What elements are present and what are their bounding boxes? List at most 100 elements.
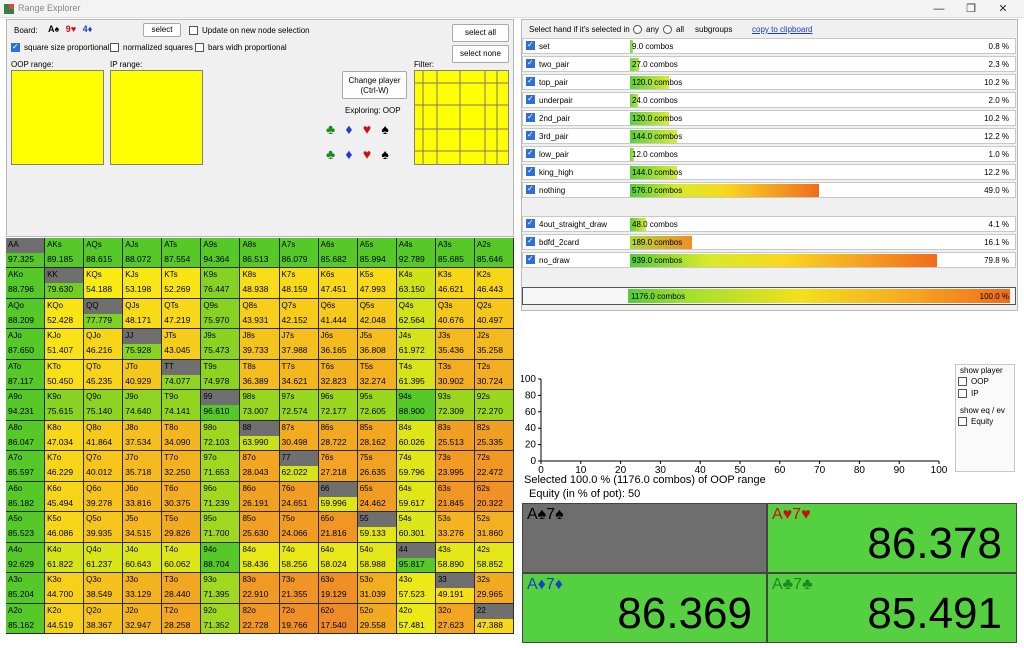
oop-range-box[interactable] [11, 70, 104, 165]
minimize-button[interactable]: — [933, 3, 945, 15]
hand-cell[interactable]: QJo 46.216 [84, 329, 124, 360]
hand-cell[interactable]: T3s 30.902 [435, 359, 475, 391]
hand-cell[interactable]: Q9s 75.970 [201, 298, 241, 330]
heart-icon[interactable]: ♥ [362, 146, 372, 162]
hand-cell[interactable]: K2s 46.443 [474, 268, 514, 299]
hand-cell[interactable]: K5s 47.993 [357, 268, 397, 299]
hand-cell[interactable]: 62o 17.540 [318, 603, 358, 634]
category-checkbox[interactable] [526, 236, 535, 246]
hand-cell[interactable]: T8o 34.090 [162, 420, 202, 452]
hand-cell[interactable]: 65s 24.462 [357, 481, 397, 513]
hand-cell[interactable]: KJs 53.198 [123, 268, 163, 299]
hand-cell[interactable]: 76o 24.651 [279, 481, 319, 513]
hand-cell[interactable]: 87s 30.498 [279, 420, 319, 452]
category-row[interactable]: two_pair 27.0 combos 2.3 % [522, 56, 1016, 72]
hand-cell[interactable]: 32o 27.623 [435, 603, 475, 634]
hand-cell[interactable]: 96o 71.239 [201, 481, 241, 513]
hand-cell[interactable]: T7s 34.621 [279, 359, 319, 391]
hand-cell[interactable]: 44 95.817 [396, 542, 436, 574]
hand-cell[interactable]: 88 63.990 [240, 420, 280, 452]
hand-cell[interactable]: K7o 46.229 [45, 451, 85, 482]
hand-cell[interactable]: 83o 22.910 [240, 573, 280, 604]
hand-cell[interactable]: A5s 85.994 [357, 238, 397, 269]
hand-cell[interactable]: J7o 35.718 [123, 451, 163, 482]
hand-cell[interactable]: AKo 88.796 [6, 268, 46, 299]
combo-box-hearts[interactable]: A♥7♥ 86.378 [767, 503, 1017, 573]
update-checkbox[interactable] [189, 26, 198, 35]
category-row[interactable]: set 9.0 combos 0.8 % [522, 38, 1016, 54]
hand-cell[interactable]: 82s 25.335 [474, 420, 514, 452]
hand-cell[interactable]: K9s 76.447 [201, 268, 241, 299]
hand-cell[interactable]: K3s 46.621 [435, 268, 475, 299]
hand-cell[interactable]: 84o 58.436 [240, 542, 280, 574]
ip-range-box[interactable] [110, 70, 203, 165]
hand-cell[interactable]: KK 79.630 [45, 268, 85, 299]
select-button[interactable]: select [143, 23, 181, 37]
hand-cell[interactable]: J3s 35.436 [435, 329, 475, 360]
category-checkbox[interactable] [526, 40, 535, 50]
hand-cell[interactable]: 32s 29.965 [474, 573, 514, 604]
hand-cell[interactable]: KJo 51.407 [45, 329, 85, 360]
category-row[interactable]: low_pair 12.0 combos 1.0 % [522, 146, 1016, 162]
hand-cell[interactable]: 53s 33.276 [435, 512, 475, 543]
hand-cell[interactable]: 85o 25.630 [240, 512, 280, 543]
hand-cell[interactable]: A2o 85.162 [6, 603, 46, 634]
club-icon[interactable]: ♣ [326, 121, 336, 137]
hand-cell[interactable]: Q5s 42.048 [357, 298, 397, 330]
hand-cell[interactable]: 85s 28.162 [357, 420, 397, 452]
hand-cell[interactable]: K6o 45.494 [45, 481, 85, 513]
hand-cell[interactable]: 92o 71.352 [201, 603, 241, 634]
hand-cell[interactable]: T6s 32.823 [318, 359, 358, 391]
category-row[interactable]: 4out_straight_draw 48.0 combos 4.1 % [522, 216, 1016, 232]
hand-cell[interactable]: 77 62.022 [279, 451, 319, 482]
hand-cell[interactable]: T2s 30.724 [474, 359, 514, 391]
category-checkbox[interactable] [526, 218, 535, 228]
hand-cell[interactable]: J5s 36.808 [357, 329, 397, 360]
hand-cell[interactable]: 94s 88.900 [396, 390, 436, 421]
hand-cell[interactable]: 96s 72.177 [318, 390, 358, 421]
hand-cell[interactable]: 95s 72.605 [357, 390, 397, 421]
hand-cell[interactable]: A7s 86.079 [279, 238, 319, 269]
hand-cell[interactable]: A9o 94.231 [6, 390, 46, 421]
spade-icon[interactable]: ♠ [381, 146, 389, 162]
hand-cell[interactable]: Q6o 39.278 [84, 481, 124, 513]
hand-cell[interactable]: Q4o 61.237 [84, 542, 124, 574]
hand-cell[interactable]: A4o 92.629 [6, 542, 46, 574]
hand-cell[interactable]: AQs 88.615 [84, 238, 124, 269]
category-checkbox[interactable] [526, 112, 535, 122]
hand-cell[interactable]: A8s 86.513 [240, 238, 280, 269]
hand-cell[interactable]: Q7o 40.012 [84, 451, 124, 482]
combo-box-spades[interactable]: A♠7♠ [522, 503, 767, 573]
hand-cell[interactable]: K2o 44.519 [45, 603, 85, 634]
hand-cell[interactable]: 98s 73.007 [240, 390, 280, 421]
hand-cell[interactable]: JTs 43.045 [162, 329, 202, 360]
hand-cell[interactable]: 97o 71.653 [201, 451, 241, 482]
hand-cell[interactable]: T6o 30.375 [162, 481, 202, 513]
change-player-button[interactable]: Change player (Ctrl-W) [342, 71, 407, 99]
hand-cell[interactable]: 87o 28.043 [240, 451, 280, 482]
hand-cell[interactable]: 75s 26.635 [357, 451, 397, 482]
hand-cell[interactable]: 52s 31.860 [474, 512, 514, 543]
hand-cell[interactable]: T9o 74.141 [162, 390, 202, 421]
hand-cell[interactable]: J2s 35.258 [474, 329, 514, 360]
hand-cell[interactable]: 72s 22.472 [474, 451, 514, 482]
combo-box-clubs[interactable]: A♣7♣ 85.491 [767, 573, 1017, 643]
hand-cell[interactable]: J3o 33.129 [123, 573, 163, 604]
hand-cell[interactable]: Q9o 75.140 [84, 390, 124, 421]
diamond-icon[interactable]: ♦ [345, 121, 353, 137]
hand-cell[interactable]: Q4s 62.564 [396, 298, 436, 330]
hand-cell[interactable]: K6s 47.451 [318, 268, 358, 299]
hand-cell[interactable]: Q8s 43.931 [240, 298, 280, 330]
hand-cell[interactable]: Q2s 40.497 [474, 298, 514, 330]
equity-checkbox[interactable] [958, 417, 967, 426]
hand-cell[interactable]: 82o 22.728 [240, 603, 280, 634]
hand-cell[interactable]: T8s 36.389 [240, 359, 280, 391]
hand-cell[interactable]: J6o 33.816 [123, 481, 163, 513]
hand-cell[interactable]: KTo 50.450 [45, 359, 85, 391]
category-checkbox[interactable] [526, 254, 535, 264]
hand-cell[interactable]: K8s 48.938 [240, 268, 280, 299]
hand-cell[interactable]: A2s 85.646 [474, 238, 514, 269]
club-icon[interactable]: ♣ [326, 146, 336, 162]
hand-cell[interactable]: 75o 24.066 [279, 512, 319, 543]
hand-cell[interactable]: Q3o 38.549 [84, 573, 124, 604]
